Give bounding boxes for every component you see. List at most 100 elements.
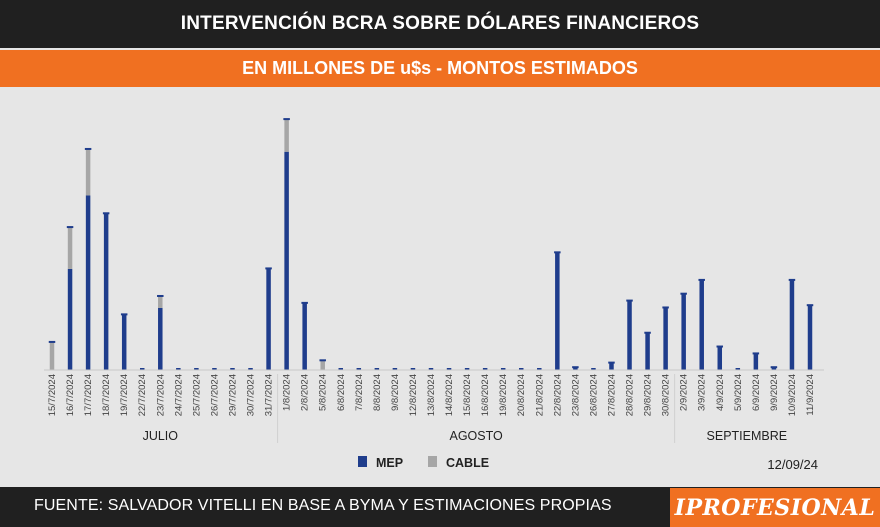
x-tick-label: 15/8/2024 bbox=[462, 374, 473, 416]
brand-logo: IPROFESIONAL bbox=[670, 488, 880, 527]
bar-cap bbox=[716, 345, 724, 348]
bar-cap bbox=[680, 292, 687, 295]
x-tick-label: 17/7/2024 bbox=[83, 374, 94, 416]
bar-mep bbox=[627, 301, 632, 370]
x-tick-label: 15/7/2024 bbox=[47, 374, 58, 416]
bar-mep bbox=[302, 303, 307, 370]
legend-swatch bbox=[358, 456, 367, 467]
x-tick-label: 26/7/2024 bbox=[209, 374, 220, 416]
subtitle-bar: EN MILLONES DE u$s - MONTOS ESTIMADOS bbox=[0, 50, 880, 87]
x-tick-label: 22/8/2024 bbox=[552, 374, 563, 416]
title-bar: INTERVENCIÓN BCRA SOBRE DÓLARES FINANCIE… bbox=[0, 0, 880, 48]
bar-cable bbox=[85, 149, 91, 196]
legend-swatch bbox=[428, 456, 437, 467]
bar-mep bbox=[789, 280, 795, 370]
bar-cap bbox=[120, 313, 128, 316]
x-tick-label: 20/8/2024 bbox=[516, 374, 527, 416]
bar-mep bbox=[284, 151, 289, 370]
x-tick-label: 13/8/2024 bbox=[426, 374, 437, 416]
bar-stub bbox=[248, 368, 253, 370]
bar-mep bbox=[663, 307, 668, 370]
bar-stub bbox=[446, 368, 452, 370]
bar-cap bbox=[301, 301, 308, 304]
bar-mep bbox=[807, 305, 813, 370]
x-tick-label: 5/9/2024 bbox=[733, 374, 744, 411]
x-tick-label: 29/7/2024 bbox=[227, 374, 238, 416]
bar-stub bbox=[356, 368, 362, 370]
bar-stub bbox=[194, 368, 199, 370]
month-labels: JULIO AGOSTO SEPTIEMBRE bbox=[143, 374, 787, 443]
source-note: FUENTE: SALVADOR VITELLI EN BASE A BYMA … bbox=[34, 497, 612, 514]
x-tick-label: 10/9/2024 bbox=[787, 374, 798, 416]
x-tick-label: 2/9/2024 bbox=[679, 374, 690, 411]
bar-stub bbox=[500, 368, 506, 370]
bar-mep bbox=[266, 268, 271, 370]
bar-cable bbox=[320, 360, 325, 370]
bar-mep bbox=[67, 268, 73, 370]
x-tick-label: 26/8/2024 bbox=[588, 374, 599, 416]
bar-mep bbox=[85, 195, 91, 370]
bar-mep bbox=[573, 367, 578, 370]
bar-cable bbox=[284, 119, 289, 152]
bar-mep bbox=[645, 333, 650, 370]
bar-cable bbox=[67, 227, 73, 269]
bars-layer bbox=[48, 118, 814, 370]
x-tick-label: 16/7/2024 bbox=[65, 374, 76, 416]
bar-cable bbox=[49, 342, 55, 370]
bar-cap bbox=[698, 278, 705, 281]
legend-label: MEP bbox=[376, 456, 403, 470]
month-label: AGOSTO bbox=[449, 429, 503, 443]
legend: MEP CABLE bbox=[358, 456, 489, 470]
bar-cap bbox=[788, 278, 796, 281]
bar-mep bbox=[103, 213, 109, 370]
bar-stub bbox=[176, 368, 181, 370]
bar-stub bbox=[482, 368, 488, 370]
x-tick-label: 31/7/2024 bbox=[264, 374, 275, 416]
x-tick-label: 30/8/2024 bbox=[661, 374, 672, 416]
x-tick-label: 5/8/2024 bbox=[318, 374, 329, 411]
bar-stub bbox=[464, 368, 470, 370]
bar-mep bbox=[555, 252, 560, 370]
x-tick-label: 12/8/2024 bbox=[408, 374, 419, 416]
bar-cable bbox=[158, 296, 163, 308]
x-tick-label: 3/9/2024 bbox=[697, 374, 708, 411]
bar-mep bbox=[753, 353, 759, 370]
bar-chart: 15/7/2024 16/7/2024 17/7/2024 18/7/2024 19/7… bbox=[44, 118, 824, 472]
x-tick-label: 16/8/2024 bbox=[480, 374, 491, 416]
bar-cap bbox=[48, 340, 56, 343]
x-tick-label: 9/8/2024 bbox=[390, 374, 401, 411]
x-tick-label: 22/7/2024 bbox=[137, 374, 148, 416]
bar-stub bbox=[212, 368, 217, 370]
bar-mep bbox=[158, 307, 163, 370]
bar-stub bbox=[374, 368, 380, 370]
bar-cap bbox=[265, 267, 272, 270]
chart-title: INTERVENCIÓN BCRA SOBRE DÓLARES FINANCIE… bbox=[180, 13, 700, 34]
x-tick-label: 21/8/2024 bbox=[534, 374, 545, 416]
bar-cap bbox=[319, 359, 326, 362]
bar-stub bbox=[392, 368, 398, 370]
bar-cap bbox=[572, 366, 579, 369]
x-tick-label: 19/7/2024 bbox=[119, 374, 130, 416]
x-tick-label: 9/9/2024 bbox=[769, 374, 780, 411]
bar-mep bbox=[717, 347, 723, 370]
x-tick-label: 19/8/2024 bbox=[498, 374, 509, 416]
bar-mep bbox=[609, 363, 614, 370]
bar-stub bbox=[735, 368, 741, 370]
x-tick-label: 23/8/2024 bbox=[570, 374, 581, 416]
x-tick-label: 25/7/2024 bbox=[191, 374, 202, 416]
bar-mep bbox=[121, 314, 127, 370]
bar-mep bbox=[681, 294, 686, 370]
x-tick-label: 24/7/2024 bbox=[173, 374, 184, 416]
bar-stub bbox=[139, 368, 145, 370]
bar-cap bbox=[662, 306, 669, 309]
bar-stub bbox=[518, 368, 524, 370]
bar-cap bbox=[66, 226, 74, 229]
x-tick-label: 1/8/2024 bbox=[282, 374, 293, 411]
x-tick-label: 2/8/2024 bbox=[300, 374, 311, 411]
x-tick-label: 28/8/2024 bbox=[625, 374, 636, 416]
bar-stub bbox=[230, 368, 235, 370]
x-tick-label: 11/9/2024 bbox=[805, 374, 816, 416]
bar-cap bbox=[806, 304, 814, 307]
bar-stub bbox=[338, 368, 344, 370]
x-tick-label: 29/8/2024 bbox=[643, 374, 654, 416]
